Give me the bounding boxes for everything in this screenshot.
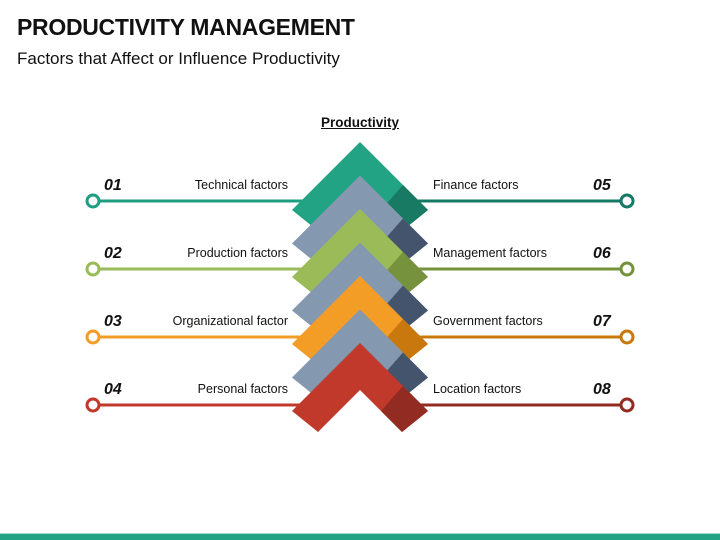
footer-bar — [0, 533, 720, 540]
page-subtitle: Factors that Affect or Influence Product… — [17, 49, 340, 68]
node-circle-icon — [85, 193, 101, 209]
factor-number-05: 05 — [593, 177, 611, 194]
factor-label-03: Organizational factor — [172, 314, 288, 328]
node-circle-icon — [619, 397, 635, 413]
right-connector-08 — [390, 397, 635, 413]
right-connector-06 — [390, 261, 635, 277]
chevron-red — [292, 343, 428, 432]
factor-number-02: 02 — [104, 245, 122, 262]
chevron-stack — [292, 142, 428, 432]
node-circle-icon — [619, 261, 635, 277]
node-circle-icon — [619, 193, 635, 209]
node-circle-icon — [85, 329, 101, 345]
factor-label-04: Personal factors — [197, 382, 288, 396]
left-connector-04 — [85, 397, 330, 413]
page-title: PRODUCTIVITY MANAGEMENT — [17, 14, 355, 40]
factor-label-02: Production factors — [187, 246, 288, 260]
factor-label-08: Location factors — [433, 382, 522, 396]
factor-number-08: 08 — [593, 381, 611, 398]
factor-label-01: Technical factors — [194, 178, 288, 192]
factor-number-01: 01 — [104, 177, 122, 194]
connector-lines — [85, 193, 635, 413]
node-circle-icon — [85, 397, 101, 413]
factor-number-03: 03 — [104, 313, 122, 330]
node-circle-icon — [619, 329, 635, 345]
factor-number-06: 06 — [593, 245, 611, 262]
right-connector-07 — [390, 329, 635, 345]
factor-number-04: 04 — [104, 381, 122, 398]
right-connector-05 — [390, 193, 635, 209]
factor-label-06: Management factors — [433, 246, 547, 260]
left-connector-03 — [85, 329, 330, 345]
factor-label-07: Government factors — [433, 314, 543, 328]
factor-label-05: Finance factors — [433, 178, 519, 192]
factor-number-07: 07 — [593, 313, 611, 330]
left-connector-01 — [85, 193, 330, 209]
node-circle-icon — [85, 261, 101, 277]
diagram-center-title: Productivity — [320, 115, 399, 130]
left-connector-02 — [85, 261, 330, 277]
